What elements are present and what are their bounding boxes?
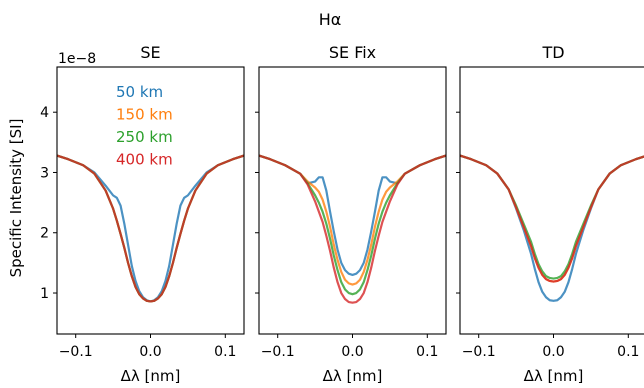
series-line-250-km	[460, 154, 644, 280]
panel-3: TD −0.1 0.0 0.1 Δλ [nm]	[456, 43, 644, 385]
y-offset-label: 1e−8	[58, 51, 96, 67]
y-tick-label: 3	[40, 165, 49, 181]
panel-title: SE	[140, 43, 160, 62]
legend-entry-50-km: 50 km	[116, 83, 163, 101]
panel-title: TD	[541, 43, 564, 62]
legend-entry-150-km: 150 km	[116, 106, 173, 124]
series-line-50-km	[57, 154, 244, 303]
series-line-400-km	[259, 154, 446, 304]
y-tick-label: 4	[40, 105, 49, 121]
x-tick-label: −0.1	[462, 344, 496, 360]
x-tick-label: −0.1	[261, 344, 295, 360]
panel-1: SE 1 2 3 4 −0.1 0.0 0.1 Δλ [nm]	[40, 43, 245, 385]
series-line-150-km	[460, 154, 644, 283]
y-tick-label: 2	[40, 226, 49, 242]
x-tick-label: 0.0	[542, 344, 564, 360]
x-tick-label: 0.1	[214, 344, 236, 360]
series-line-400-km	[460, 154, 644, 283]
x-tick-label: 0.1	[617, 344, 639, 360]
figure-suptitle: Hα	[319, 10, 342, 29]
series-lines	[259, 154, 446, 304]
y-tick-label: 1	[40, 286, 49, 302]
series-line-50-km	[259, 154, 446, 277]
series-line-400-km	[57, 154, 244, 303]
panels: SE 1 2 3 4 −0.1 0.0 0.1 Δλ [nm] SE Fix −0.1 0.0 0.1 Δ…	[40, 43, 644, 385]
legend-entry-250-km: 250 km	[116, 128, 173, 146]
series-line-250-km	[57, 154, 244, 303]
x-tick-label: −0.1	[59, 344, 93, 360]
panel-title: SE Fix	[329, 43, 376, 62]
series-line-150-km	[259, 154, 446, 286]
series-line-150-km	[57, 154, 244, 303]
series-line-250-km	[259, 154, 446, 296]
x-axis-label: Δλ [nm]	[121, 367, 181, 385]
legend-entry-400-km: 400 km	[116, 151, 173, 169]
x-axis-label: Δλ [nm]	[524, 367, 584, 385]
axes-frame	[459, 66, 644, 335]
series-lines	[460, 154, 644, 302]
series-lines	[57, 154, 244, 303]
x-axis-label: Δλ [nm]	[323, 367, 383, 385]
x-tick-label: 0.0	[139, 344, 161, 360]
y-axis-label: Specific Intensity [SI]	[7, 119, 25, 278]
x-tick-label: 0.1	[416, 344, 438, 360]
legend: 50 km 150 km 250 km 400 km	[116, 83, 173, 169]
x-tick-label: 0.0	[341, 344, 363, 360]
panel-2: SE Fix −0.1 0.0 0.1 Δλ [nm]	[255, 43, 447, 385]
